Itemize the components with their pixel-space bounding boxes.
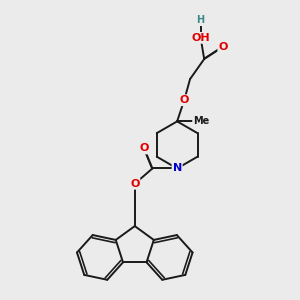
Text: OH: OH xyxy=(191,33,210,43)
Text: O: O xyxy=(140,143,149,153)
Text: Me: Me xyxy=(193,116,209,126)
Text: N: N xyxy=(172,164,182,173)
Text: O: O xyxy=(179,95,189,105)
Text: O: O xyxy=(130,179,140,189)
Text: O: O xyxy=(218,42,228,52)
Text: H: H xyxy=(196,15,205,25)
